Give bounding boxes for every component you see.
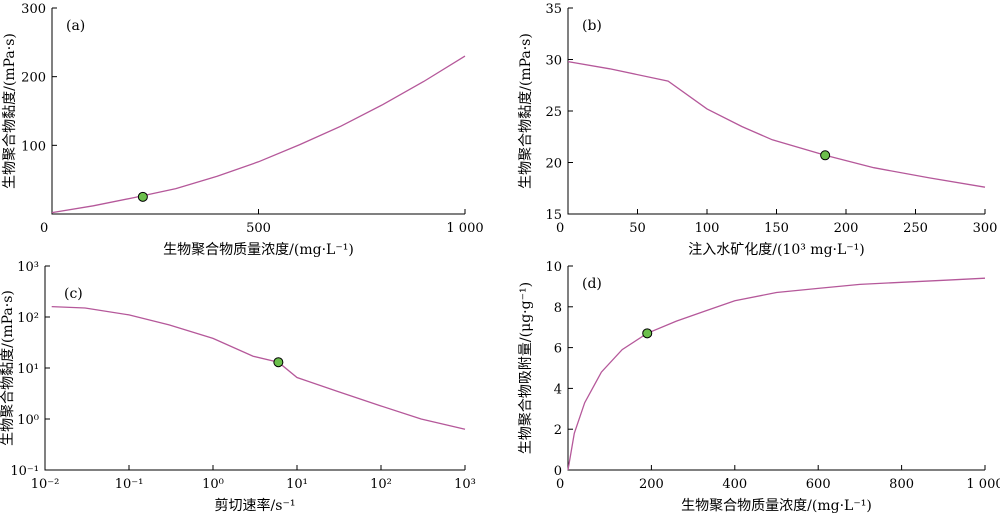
y-tick-label: 10⁻¹ xyxy=(10,464,39,479)
x-tick-label: 400 xyxy=(722,477,747,492)
y-axis-title: 生物聚合物黏度/(mPa·s) xyxy=(518,33,534,189)
series-line xyxy=(51,55,466,214)
x-tick-label: 0 xyxy=(556,477,564,492)
panel-label: (a) xyxy=(66,18,85,34)
x-tick-label: 500 xyxy=(246,221,271,236)
x-tick-label: 200 xyxy=(834,221,859,236)
y-tick-label: 30 xyxy=(545,54,562,69)
y-tick-label: 2 xyxy=(554,423,562,438)
x-tick-label: 1 000 xyxy=(966,477,1000,492)
x-axis-title: 生物聚合物质量浓度/(mg·L⁻¹) xyxy=(681,498,872,514)
series-line xyxy=(567,277,986,471)
x-tick-label: 10¹ xyxy=(286,477,308,492)
chart-panel-c: 10⁻² 10⁻¹ 10⁰ 10¹ 10² 10³10⁻¹10⁰10¹10²10³(c)剪… xyxy=(0,260,476,514)
y-axis-title: 生物聚合物黏度/(mPa·s) xyxy=(0,290,16,446)
x-tick-label: 10³ xyxy=(454,477,476,492)
panel-label: (b) xyxy=(582,18,602,34)
x-tick-label: 10⁻² xyxy=(31,477,60,492)
y-tick-label: 10³ xyxy=(17,260,39,275)
y-tick-label: 10⁰ xyxy=(17,413,39,428)
x-tick-label: 150 xyxy=(764,221,789,236)
y-tick-label: 10² xyxy=(17,311,39,326)
x-axis-title: 注入水矿化度/(10³ mg·L⁻¹) xyxy=(688,242,865,258)
data-point-marker xyxy=(820,150,831,161)
y-tick-label: 20 xyxy=(545,157,562,172)
y-tick-label: 15 xyxy=(545,208,562,223)
x-axis-title: 剪切速率/s⁻¹ xyxy=(215,497,296,514)
x-tick-label: 0 xyxy=(40,221,48,236)
y-tick-label: 300 xyxy=(21,2,46,17)
y-tick-label: 6 xyxy=(554,342,562,357)
x-tick-label: 250 xyxy=(903,221,928,236)
y-tick-label: 0 xyxy=(554,464,562,479)
y-tick-label: 4 xyxy=(554,382,562,397)
x-tick-label: 1 000 xyxy=(446,221,483,236)
x-tick-label: 300 xyxy=(973,221,998,236)
y-tick-label: 200 xyxy=(21,71,46,86)
axis-lines xyxy=(567,266,985,471)
x-tick-label: 10² xyxy=(370,477,392,492)
y-tick-label: 10¹ xyxy=(17,362,39,377)
y-tick-label: 25 xyxy=(545,105,562,120)
chart-panel-b: 0 50 100 150 200 250 300 15 20 25 30 35 (b) 注入水矿化度/(1… xyxy=(518,2,997,258)
y-axis-title: 生物聚合物黏度/(mPa·s) xyxy=(2,33,18,189)
data-point-marker xyxy=(137,191,148,202)
y-tick-label: 10 xyxy=(545,260,562,275)
panel-label: (c) xyxy=(64,286,83,302)
x-tick-label: 600 xyxy=(806,477,831,492)
chart-panel-a: 0 500 1 000 100 200 300 (a) 生物聚合物质量浓度/(mg·L⁻¹) 生… xyxy=(2,2,484,258)
x-tick-label: 0 xyxy=(556,221,564,236)
y-tick-label: 100 xyxy=(21,139,46,154)
x-tick-label: 200 xyxy=(639,477,664,492)
y-tick-label: 8 xyxy=(554,301,562,316)
chart-panel-d: 0 200 400 600 800 1 000 0 2 4 6 8 10 (d) 生物聚合物质量浓度/(m… xyxy=(518,260,1000,514)
x-tick-label: 10⁻¹ xyxy=(115,477,144,492)
y-axis-title: 生物聚合物吸附量/(μg·g⁻¹) xyxy=(518,282,534,454)
data-point-marker xyxy=(642,328,653,339)
data-point-marker xyxy=(273,357,284,368)
series-line xyxy=(567,60,986,188)
axis-lines xyxy=(567,8,985,215)
x-tick-label: 100 xyxy=(695,221,720,236)
x-tick-label: 800 xyxy=(889,477,914,492)
x-tick-label: 10⁰ xyxy=(202,477,224,492)
y-tick-label: 35 xyxy=(545,2,562,17)
axis-lines xyxy=(51,8,465,215)
x-axis-title: 生物聚合物质量浓度/(mg·L⁻¹) xyxy=(163,242,354,258)
series-line xyxy=(51,305,466,430)
axis-lines xyxy=(44,266,465,471)
x-tick-label: 50 xyxy=(629,221,646,236)
panel-label: (d) xyxy=(582,276,602,292)
